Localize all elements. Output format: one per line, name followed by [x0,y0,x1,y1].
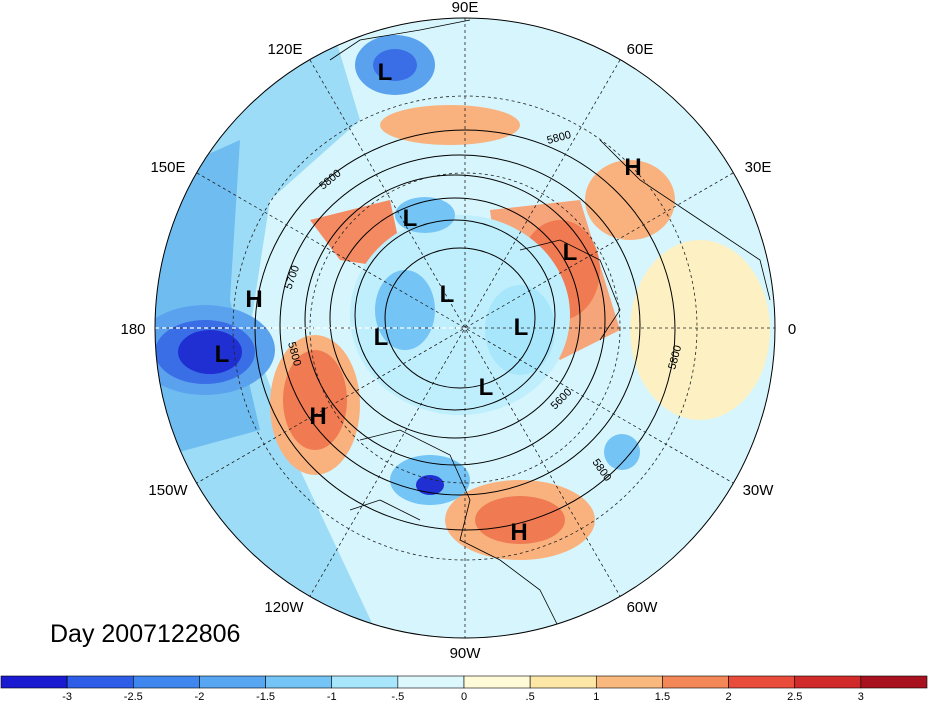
low-center: L [403,205,418,232]
lon-label-30w: 30W [743,482,775,499]
colorbar-tick-label: -1 [327,691,337,702]
map-border [154,17,776,639]
colorbar-labels: -3 -2.5 -2 -1.5 -1 -.5 0 .5 1 1.5 2 2.5 3 [62,691,864,702]
colorbar-tick-label: -2.5 [124,691,143,702]
lon-label-60w: 60W [627,599,659,616]
colorbar-tick-label: 0 [461,691,467,702]
colorbar-tick-label: -.5 [391,691,404,702]
lon-label-60e: 60E [627,41,654,58]
colorbar-tick-label: 1 [593,691,599,702]
map-title: Day 2007122806 [50,620,241,648]
lon-label-90w: 90W [450,645,482,662]
high-center: H [245,286,262,313]
colorbar-box [794,675,862,689]
colorbar-box [728,675,796,689]
lon-label-0: 0 [788,321,796,338]
colorbar-box [265,675,333,689]
lon-label-120e: 120E [267,41,302,58]
colorbar-box [199,675,266,689]
colorbar-tick-label: 1.5 [655,691,670,702]
polar-map: 90E 60E 30E 0 30W 60W 90W 120W 150W 180 … [120,0,796,662]
low-center: L [563,239,578,266]
colorbar-box [397,675,465,689]
colorbar-box [331,675,399,689]
lon-label-150e: 150E [150,159,185,176]
longitude-labels: 90E 60E 30E 0 30W 60W 90W 120W 150W 180 … [120,0,796,662]
colorbar-box [529,675,597,689]
lon-label-90e: 90E [452,0,479,16]
high-center: H [510,519,527,546]
lon-label-180: 180 [120,321,145,338]
colorbar-tick-label: 3 [858,691,864,702]
lon-label-120w: 120W [264,599,304,616]
colorbar-tick-label: -2 [195,691,205,702]
colorbar-box [463,675,531,689]
colorbar-tick-label: 2 [726,691,732,702]
colorbar-box [132,675,200,689]
colorbar-tick-label: 2.5 [787,691,802,702]
coastlines [329,19,771,631]
anomaly-field [155,18,775,638]
low-center: L [215,341,230,368]
lon-label-30e: 30E [745,159,772,176]
pressure-centers: L L L L L L L L H H H H [215,59,642,546]
colorbar-box [0,675,68,689]
colorbar-tick-label: -1.5 [256,691,275,702]
high-center: H [624,154,641,181]
colorbar-box [662,675,729,689]
colorbar-boxes [0,675,928,689]
low-center: L [378,59,393,86]
low-center: L [479,374,494,401]
high-center: H [309,403,326,430]
colorbar-box [66,675,134,689]
colorbar-box [860,675,928,689]
colorbar-tick-label: -3 [62,691,72,702]
colorbar-tick-label: .5 [526,691,535,702]
low-center: L [514,314,529,341]
colorbar: -3 -2.5 -2 -1.5 -1 -.5 0 .5 1 1.5 2 2.5 3 [0,675,928,702]
low-center: L [374,324,389,351]
low-center: L [440,281,455,308]
lon-label-150w: 150W [148,482,188,499]
colorbar-box [595,675,663,689]
